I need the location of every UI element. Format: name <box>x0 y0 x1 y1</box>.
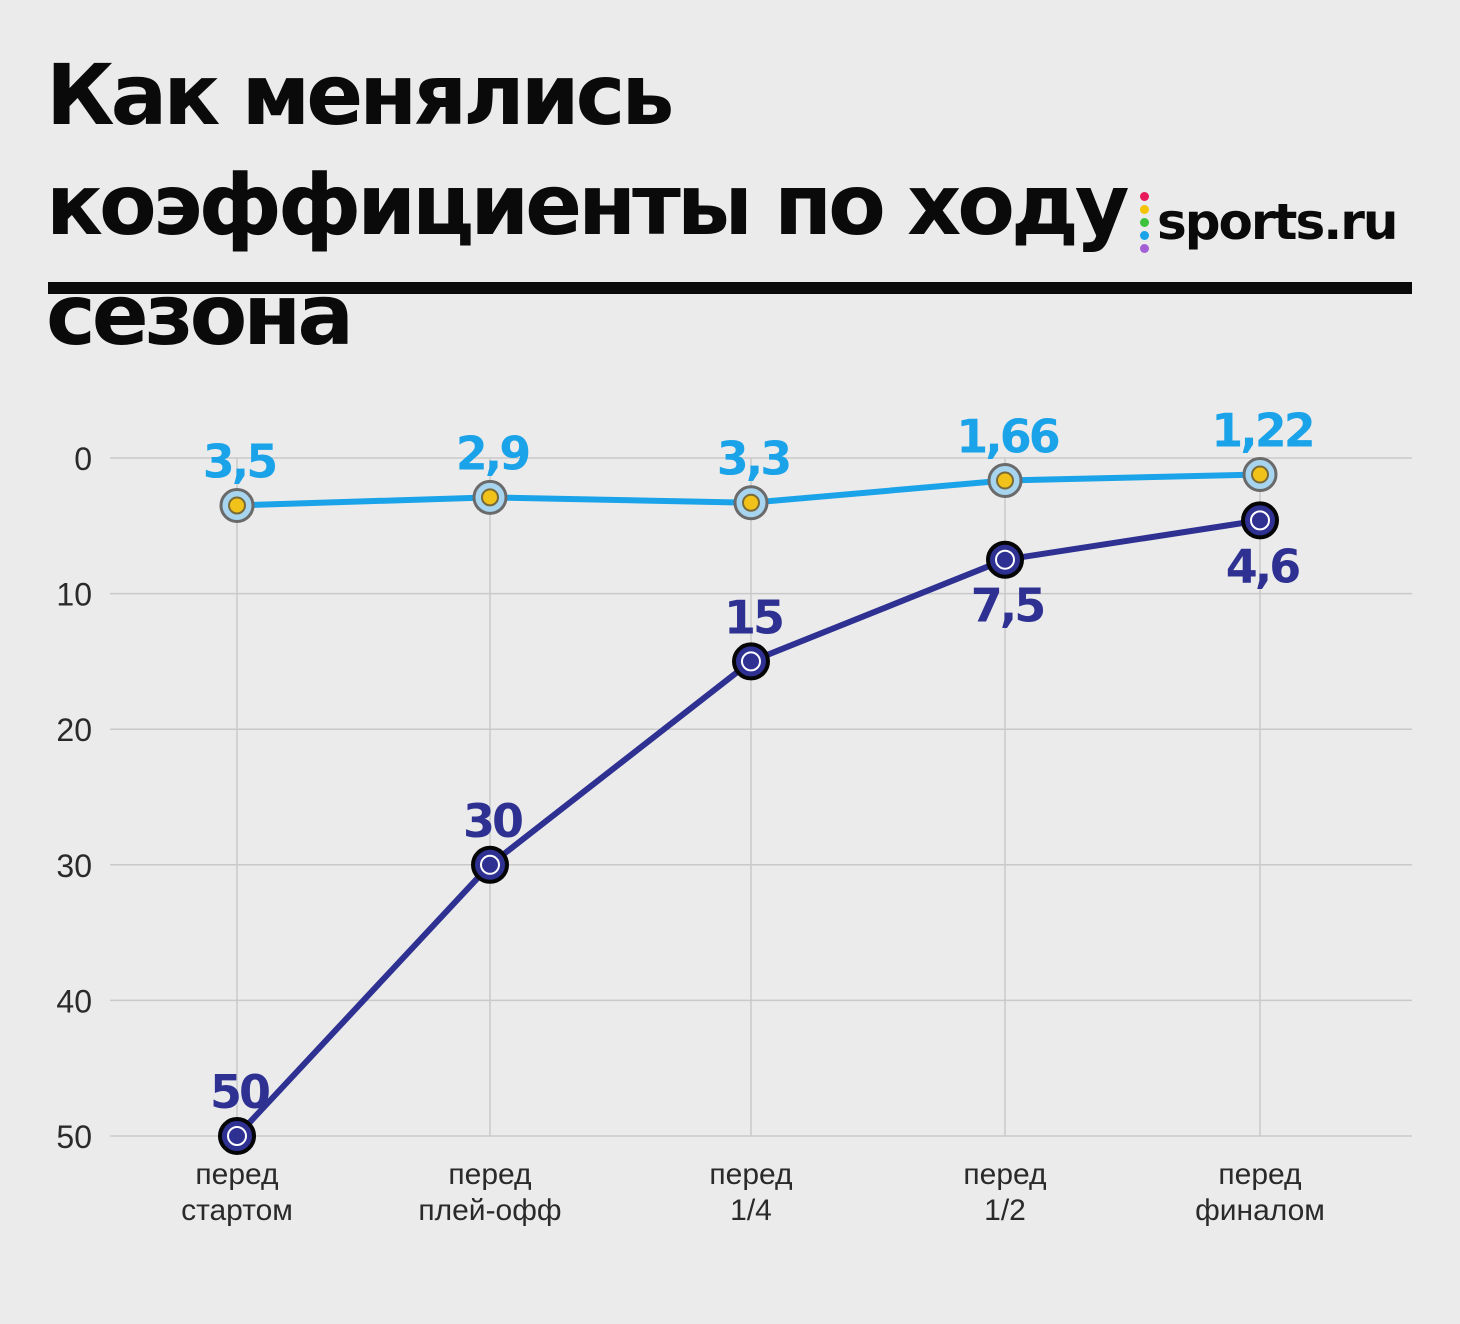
title-divider <box>48 282 1412 294</box>
x-tick-label: перед <box>1218 1158 1301 1191</box>
brand-dot <box>1140 217 1149 227</box>
data-label: 3,3 <box>717 432 790 486</box>
data-label: 30 <box>463 794 522 848</box>
man-city-crest-inner-icon <box>481 488 499 507</box>
brand-dot <box>1140 191 1149 201</box>
y-tick-label: 40 <box>56 983 92 1019</box>
brand-logo[interactable]: sports.ru <box>1140 182 1398 262</box>
data-label: 7,5 <box>971 579 1044 633</box>
chart-title: Как менялись коэффициенты по ходу сезона <box>46 46 1130 364</box>
data-label: 1,22 <box>1211 404 1313 458</box>
inter-crest-ring-icon <box>995 549 1015 570</box>
y-tick-label: 20 <box>56 712 92 748</box>
brand-dot <box>1140 230 1149 240</box>
data-label: 4,6 <box>1226 539 1299 593</box>
x-tick-label: перед <box>195 1158 278 1191</box>
data-label: 2,9 <box>456 426 529 480</box>
man-city-crest-inner-icon <box>228 496 246 515</box>
x-tick-label: перед <box>963 1158 1046 1191</box>
y-tick-label: 0 <box>74 441 92 477</box>
x-tick-label: перед <box>709 1158 792 1191</box>
man-city-crest-inner-icon <box>742 493 760 512</box>
data-label: 50 <box>210 1065 269 1119</box>
man-city-crest-inner-icon <box>1251 465 1269 484</box>
inter-crest-ring-icon <box>480 854 500 875</box>
data-label: 15 <box>724 590 782 644</box>
man-city-crest-inner-icon <box>996 471 1014 490</box>
inter-crest-icon <box>1241 501 1279 540</box>
data-label: 3,5 <box>203 434 276 488</box>
brand-dots-icon <box>1140 191 1149 253</box>
inter-crest-icon <box>986 540 1024 579</box>
brand-dot <box>1140 243 1149 253</box>
inter-crest-icon <box>471 845 509 884</box>
inter-crest-ring-icon <box>741 651 761 672</box>
inter-crest-icon <box>218 1117 256 1155</box>
x-tick-label: стартом <box>181 1194 293 1227</box>
brand-dot <box>1140 204 1149 214</box>
x-tick-label: плей-офф <box>418 1194 561 1227</box>
inter-crest-icon <box>732 642 770 681</box>
inter-crest-ring-icon <box>1250 510 1270 531</box>
brand-name: sports.ru <box>1157 193 1398 251</box>
x-tick-label: 1/2 <box>984 1194 1026 1227</box>
data-label: 1,66 <box>956 410 1058 464</box>
y-tick-label: 30 <box>56 848 92 884</box>
x-tick-label: перед <box>448 1158 531 1191</box>
y-tick-label: 10 <box>56 577 92 613</box>
y-tick-label: 50 <box>56 1119 92 1155</box>
x-tick-label: 1/4 <box>730 1194 772 1227</box>
inter-crest-ring-icon <box>227 1126 247 1146</box>
x-tick-label: финалом <box>1195 1194 1325 1227</box>
